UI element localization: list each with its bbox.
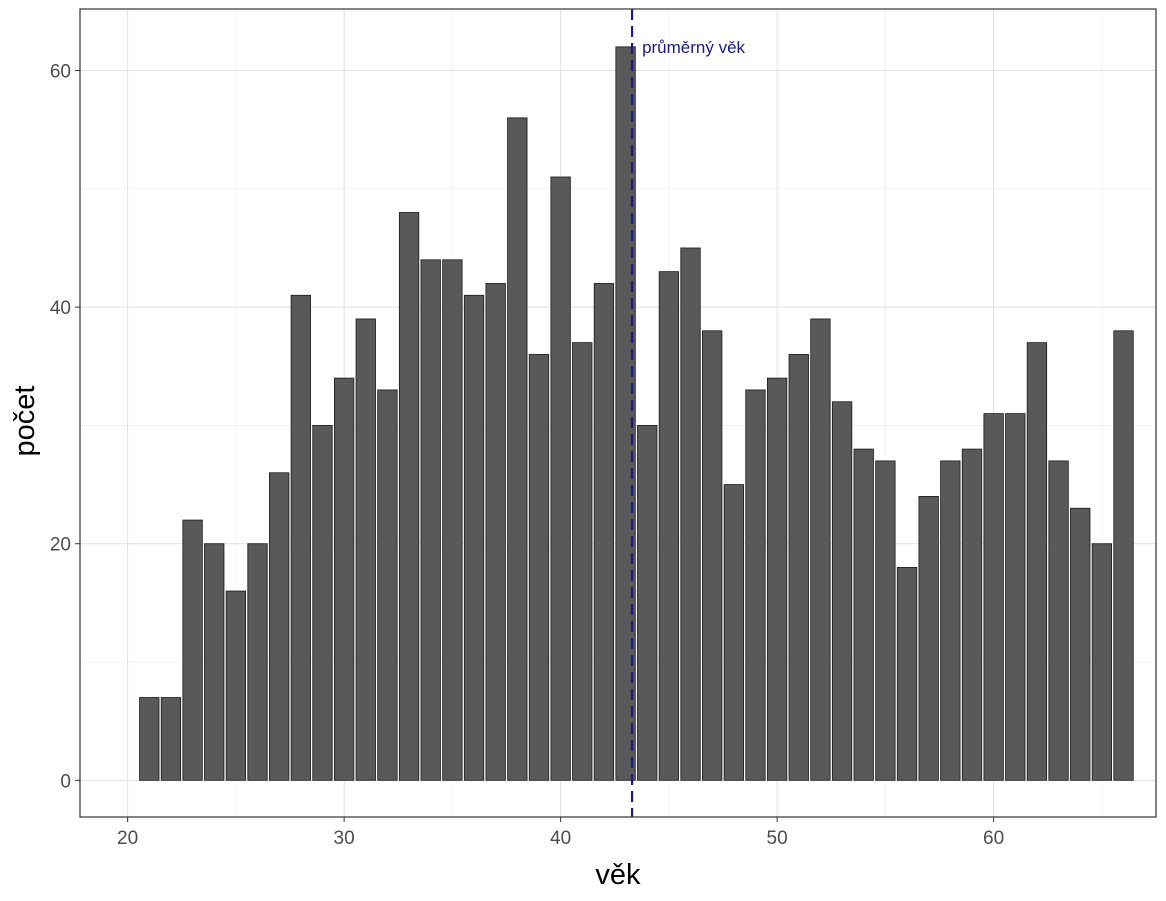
histogram-bar — [896, 566, 918, 781]
mean-marker: průměrný věk — [630, 9, 746, 817]
histogram-bar — [290, 294, 311, 781]
histogram-bar — [160, 697, 182, 781]
histogram-bar — [918, 496, 939, 781]
histogram-bar — [615, 46, 636, 781]
y-tick-label: 0 — [60, 771, 71, 792]
histogram-bar — [853, 448, 874, 781]
histogram-bar — [225, 590, 247, 781]
histogram-bar — [766, 377, 788, 781]
histogram-bar — [420, 259, 441, 781]
axis-ticks: 20 30 40 50 60 0 20 40 60 — [50, 62, 1004, 849]
histogram-bar — [528, 354, 550, 781]
histogram-bar — [1005, 413, 1026, 781]
histogram-bar — [398, 212, 420, 781]
histogram-bar — [377, 389, 398, 781]
y-tick-label: 40 — [50, 298, 71, 319]
histogram-bar — [442, 259, 463, 781]
histogram-bar — [1026, 342, 1048, 781]
y-axis-title: počet — [9, 386, 41, 457]
x-tick-label: 30 — [334, 828, 355, 849]
histogram-bar — [1113, 330, 1134, 781]
bars — [139, 46, 1134, 781]
histogram-bar — [810, 318, 831, 781]
histogram-bar — [940, 460, 961, 781]
mean-age-label: průměrný věk — [642, 38, 745, 57]
x-axis-title: věk — [595, 859, 641, 891]
histogram-bar — [139, 697, 160, 781]
histogram-bar — [485, 283, 506, 781]
histogram-bar — [1091, 543, 1113, 781]
histogram-bar — [702, 330, 723, 781]
y-tick-label: 60 — [50, 62, 71, 83]
histogram-bar — [1070, 507, 1091, 781]
histogram-bar — [745, 389, 766, 781]
histogram-bar — [550, 176, 571, 781]
x-tick-label: 40 — [550, 828, 571, 849]
histogram-bar — [1048, 460, 1069, 781]
histogram-bar — [593, 283, 615, 781]
histogram-bar — [831, 401, 853, 781]
x-tick-label: 60 — [983, 828, 1004, 849]
histogram-bar — [204, 543, 225, 781]
histogram-bar — [269, 472, 290, 781]
histogram-bar — [333, 377, 355, 781]
histogram-bar — [312, 425, 333, 781]
histogram-bar — [658, 271, 680, 781]
histogram-bar — [983, 413, 1004, 781]
histogram-bar — [182, 519, 203, 781]
histogram-bar — [723, 484, 744, 781]
x-tick-label: 50 — [767, 828, 788, 849]
histogram-bar — [463, 294, 485, 781]
histogram-bar — [875, 460, 896, 781]
histogram-bar — [680, 247, 701, 781]
panel-border — [79, 8, 1157, 818]
histogram-bar — [355, 318, 376, 781]
histogram-bar — [572, 342, 593, 781]
histogram-bar — [247, 543, 268, 781]
histogram-bar — [637, 425, 658, 781]
histogram-bar — [507, 117, 528, 781]
y-tick-label: 20 — [50, 535, 71, 556]
x-tick-label: 20 — [117, 828, 138, 849]
histogram-bar — [788, 354, 809, 781]
histogram-bar — [961, 448, 983, 781]
